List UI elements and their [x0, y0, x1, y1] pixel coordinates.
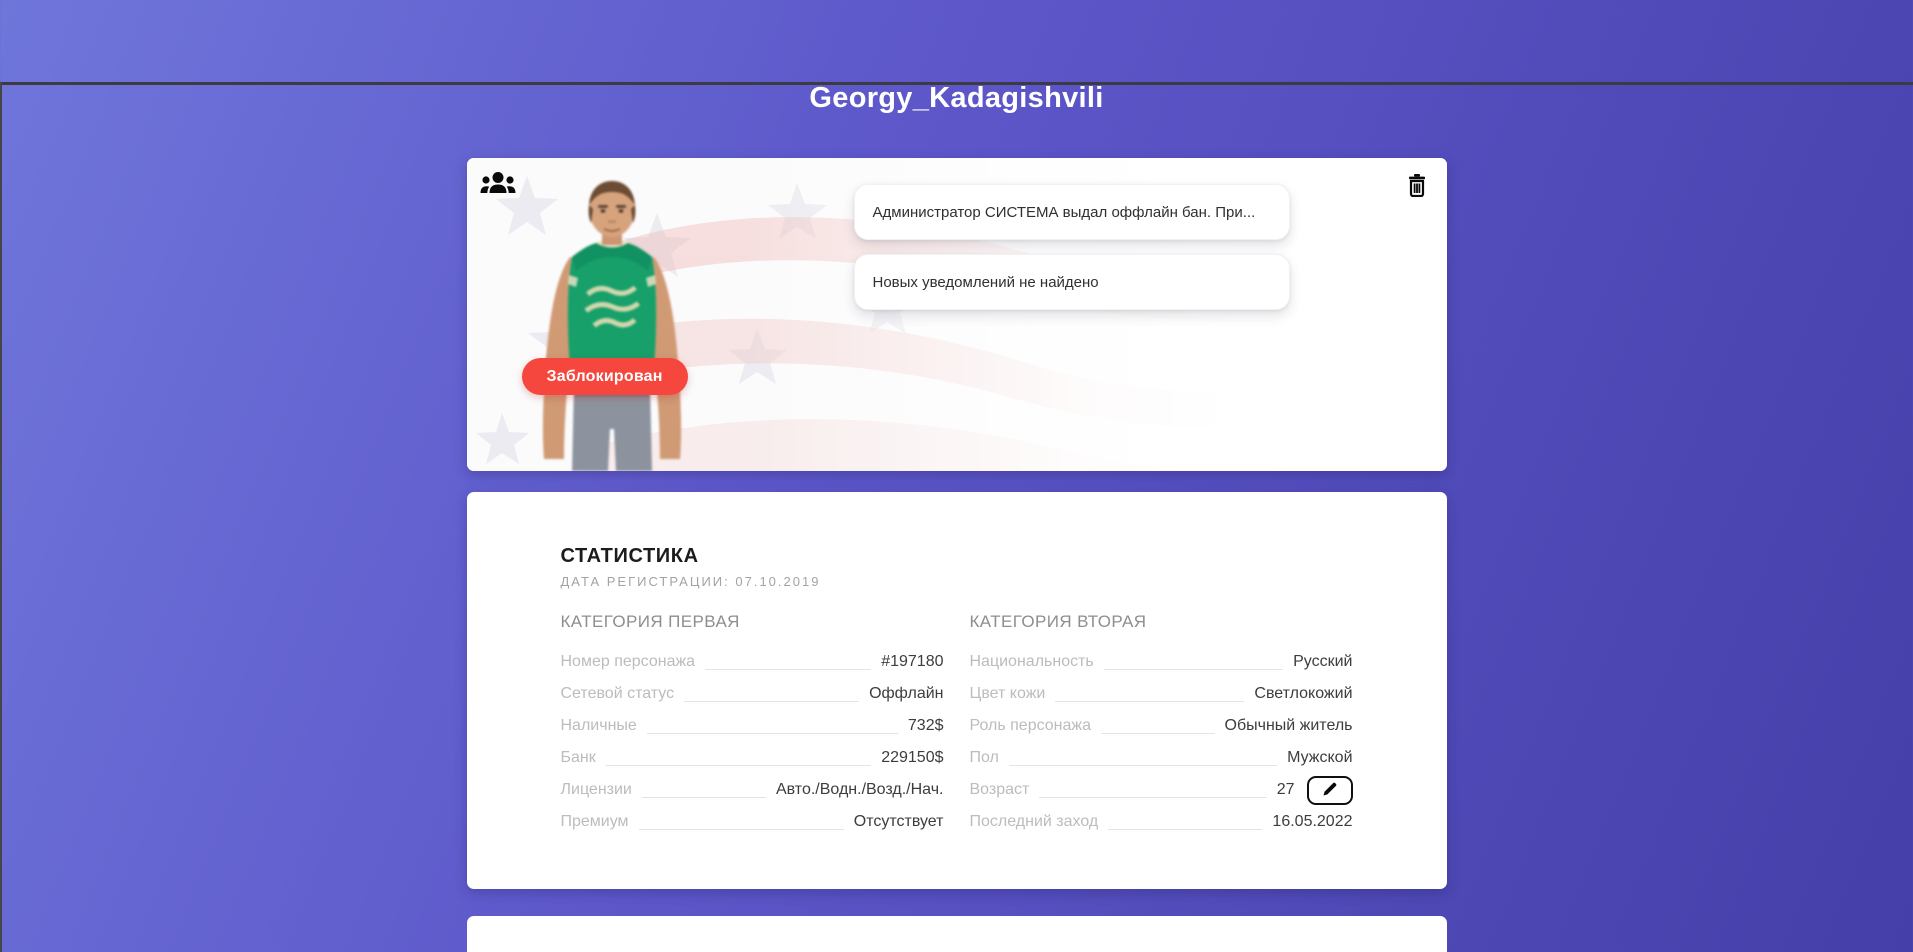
- leader-line: [1055, 686, 1245, 703]
- stat-value: 732$: [907, 717, 944, 734]
- leader-line: [638, 814, 844, 831]
- notification-item[interactable]: Новых уведомлений не найдено: [853, 254, 1290, 310]
- stat-value: Авто./Водн./Возд./Нач.: [775, 781, 944, 798]
- leader-line: [1108, 814, 1263, 831]
- stat-column-second: КАТЕГОРИЯ ВТОРАЯ Национальность Русский …: [970, 612, 1353, 838]
- stat-value: Светлокожий: [1254, 685, 1353, 702]
- notification-item[interactable]: Администратор СИСТЕМА выдал оффлайн бан.…: [853, 184, 1290, 240]
- leader-line: [1039, 782, 1267, 799]
- stat-value: Отсутствует: [853, 813, 944, 830]
- leader-line: [1008, 750, 1278, 767]
- stat-row: Национальность Русский: [970, 646, 1353, 678]
- category-header: КАТЕГОРИЯ ПЕРВАЯ: [560, 612, 740, 631]
- registration-date: ДАТА РЕГИСТРАЦИИ: 07.10.2019: [560, 574, 821, 589]
- stat-label: Пол: [969, 749, 999, 766]
- stat-row: Роль персонажа Обычный житель: [970, 710, 1353, 742]
- leader-line: [705, 654, 872, 671]
- stat-row: Номер персонажа #197180: [561, 646, 944, 678]
- profile-page: Georgy_Kadagishvili: [466, 82, 1447, 952]
- stat-label: Возраст: [969, 781, 1030, 798]
- stat-value: Оффлайн: [869, 685, 944, 702]
- leader-line: [1103, 654, 1284, 671]
- leader-line: [641, 782, 766, 799]
- stat-columns: КАТЕГОРИЯ ПЕРВАЯ Номер персонажа #197180…: [561, 612, 1353, 838]
- stat-row: Лицензии Авто./Водн./Возд./Нач.: [561, 774, 944, 806]
- stat-label: Последний заход: [969, 813, 1099, 830]
- stat-row: Наличные 732$: [561, 710, 944, 742]
- stat-rows: Национальность Русский Цвет кожи Светлок…: [970, 646, 1353, 838]
- leader-line: [605, 750, 872, 767]
- category-header: КАТЕГОРИЯ ВТОРАЯ: [969, 612, 1147, 631]
- stat-value: #197180: [881, 653, 944, 670]
- stat-value: Обычный житель: [1224, 717, 1353, 734]
- stat-row: Сетевой статус Оффлайн: [561, 678, 944, 710]
- profile-banner-card: Заблокирован Администратор СИСТЕМА выдал…: [466, 158, 1447, 471]
- stat-label: Наличные: [560, 717, 637, 734]
- stat-row: Банк 229150$: [561, 742, 944, 774]
- stat-value: Мужской: [1287, 749, 1353, 766]
- stat-rows: Номер персонажа #197180 Сетевой статус О…: [561, 646, 944, 838]
- leader-line: [646, 718, 898, 735]
- stat-label: Премиум: [560, 813, 629, 830]
- users-icon: [480, 171, 516, 196]
- notification-list: Администратор СИСТЕМА выдал оффлайн бан.…: [853, 184, 1290, 310]
- stat-label: Лицензии: [560, 781, 632, 798]
- next-section-card: [466, 916, 1447, 952]
- stat-label: Роль персонажа: [969, 717, 1092, 734]
- trash-icon: [1405, 173, 1429, 197]
- edit-age-button[interactable]: [1306, 775, 1353, 805]
- notification-text: Новых уведомлений не найдено: [872, 273, 1099, 291]
- stat-label: Банк: [560, 749, 596, 766]
- stat-label: Национальность: [969, 653, 1094, 670]
- delete-character-button[interactable]: [1403, 170, 1431, 200]
- leader-line: [1101, 718, 1215, 735]
- notification-text: Администратор СИСТЕМА выдал оффлайн бан.…: [872, 203, 1256, 221]
- stat-row: Пол Мужской: [970, 742, 1353, 774]
- screen-border-top: [0, 82, 1913, 85]
- pencil-icon: [1323, 782, 1337, 799]
- stat-label: Номер персонажа: [560, 653, 696, 670]
- screen-border-left: [0, 82, 2, 952]
- avatar: [512, 179, 712, 471]
- page-title: Georgy_Kadagishvili: [809, 82, 1104, 114]
- stat-value: 229150$: [881, 749, 944, 766]
- status-badge-blocked: Заблокирован: [521, 358, 688, 395]
- stat-row: Последний заход 16.05.2022: [970, 806, 1353, 838]
- stat-column-first: КАТЕГОРИЯ ПЕРВАЯ Номер персонажа #197180…: [561, 612, 944, 838]
- statistics-card: СТАТИСТИКА ДАТА РЕГИСТРАЦИИ: 07.10.2019 …: [466, 492, 1447, 889]
- statistics-title: СТАТИСТИКА: [560, 545, 699, 567]
- stat-label: Сетевой статус: [560, 685, 675, 702]
- stat-row: Цвет кожи Светлокожий: [970, 678, 1353, 710]
- stat-value: Русский: [1293, 653, 1353, 670]
- stat-value: 27: [1276, 781, 1295, 798]
- stat-row-age: Возраст 27: [970, 774, 1353, 806]
- stat-value: 16.05.2022: [1272, 813, 1353, 830]
- stat-label: Цвет кожи: [969, 685, 1046, 702]
- stat-row: Премиум Отсутствует: [561, 806, 944, 838]
- leader-line: [684, 686, 860, 703]
